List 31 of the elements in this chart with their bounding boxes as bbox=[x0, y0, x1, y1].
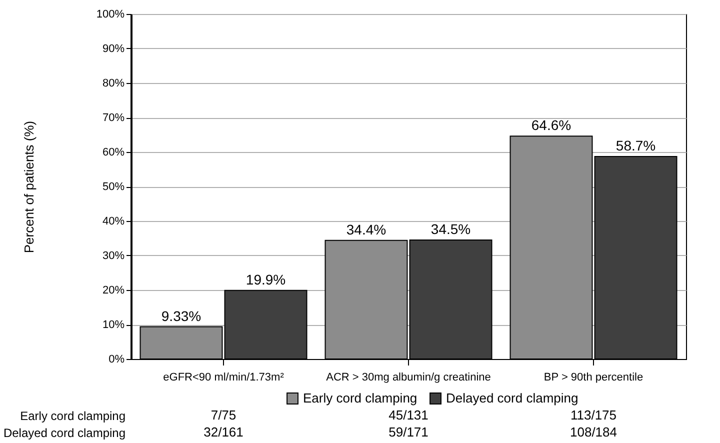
x-tick-label: eGFR<90 ml/min/1.73m² bbox=[163, 372, 284, 384]
y-tick-label: 50% bbox=[102, 181, 125, 193]
text: Early cord clamping bbox=[20, 409, 126, 423]
text: 59/171 bbox=[388, 424, 428, 440]
y-tick-label: 60% bbox=[102, 146, 125, 158]
y-tick-label: 40% bbox=[102, 216, 125, 228]
y-tick-label: 0% bbox=[108, 354, 125, 366]
text: 113/175 bbox=[570, 408, 617, 422]
legend-label: Early cord clamping bbox=[303, 390, 418, 406]
y-tick-label: 70% bbox=[102, 112, 125, 124]
y-tick-label: 80% bbox=[102, 78, 125, 90]
data-label: 34.5% bbox=[430, 220, 471, 237]
x-tick-label: BP > 90th percentile bbox=[544, 372, 644, 384]
y-axis-title: Percent of patients (%) bbox=[21, 120, 36, 254]
data-label: 58.7% bbox=[616, 137, 656, 154]
data-label: 9.33% bbox=[161, 308, 202, 324]
data-label: 19.9% bbox=[246, 271, 286, 288]
text: 45/131 bbox=[388, 408, 428, 422]
data-label: 64.6% bbox=[531, 117, 572, 134]
text: 7/75 bbox=[210, 408, 236, 422]
text: Delayed cord clamping bbox=[3, 426, 126, 440]
y-tick-label: 30% bbox=[102, 250, 125, 262]
legend-label: Delayed cord clamping bbox=[446, 390, 578, 406]
y-tick-label: 20% bbox=[102, 284, 125, 296]
y-tick-label: 10% bbox=[102, 319, 125, 331]
text: 32/161 bbox=[204, 424, 244, 440]
x-tick-label: ACR > 30mg albumin/g creatinine bbox=[326, 372, 491, 384]
data-label: 34.4% bbox=[346, 221, 386, 238]
text: 108/184 bbox=[570, 424, 617, 440]
y-tick-label: 90% bbox=[102, 43, 125, 55]
y-tick-label: 100% bbox=[96, 8, 125, 20]
